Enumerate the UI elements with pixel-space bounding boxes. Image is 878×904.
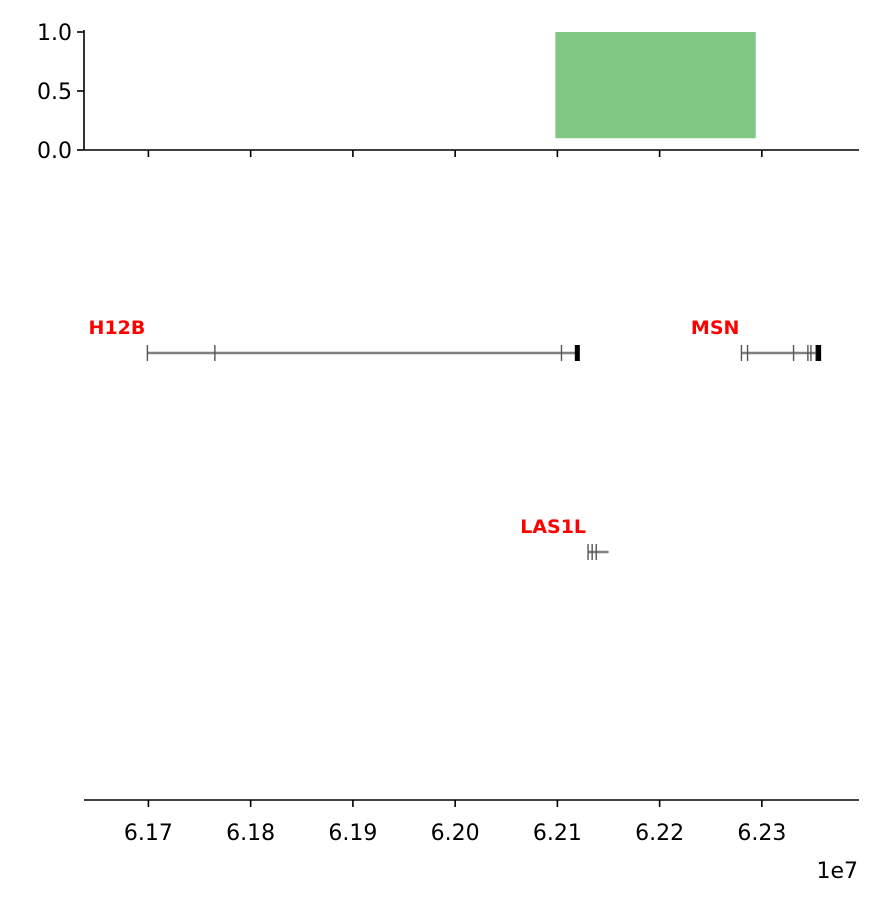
x-axis-offset-label: 1e7 — [816, 859, 858, 884]
bottom-x-tick-label: 6.20 — [431, 821, 480, 846]
bottom-x-tick-label: 6.22 — [635, 821, 684, 846]
bottom-x-tick-label: 6.17 — [124, 821, 173, 846]
gene-label: MSN — [691, 317, 740, 339]
bottom-x-tick-label: 6.18 — [226, 821, 275, 846]
bottom-panel: 6.17 6.18 6.19 6.20 6.21 6.22 6.23 H12B MSN LAS1L — [84, 317, 859, 846]
gene-end-block — [574, 345, 580, 361]
bar-0 — [555, 32, 756, 139]
gene-end-block — [816, 345, 822, 361]
gene-label: H12B — [89, 317, 146, 339]
top-y-tick-label: 0.0 — [37, 139, 72, 164]
top-y-tick-label: 1.0 — [37, 21, 72, 46]
gene-msn: MSN — [691, 317, 820, 361]
bottom-x-tick-label: 6.23 — [737, 821, 786, 846]
gene-label: LAS1L — [520, 516, 586, 538]
top-y-tick-label: 0.5 — [37, 80, 72, 105]
bottom-x-tick-label: 6.21 — [533, 821, 582, 846]
gene-las1l: LAS1L — [520, 516, 609, 560]
gene-h12b: H12B — [89, 317, 579, 361]
bottom-x-tick-label: 6.19 — [328, 821, 377, 846]
top-panel: 0.0 0.5 1.0 — [37, 21, 859, 164]
